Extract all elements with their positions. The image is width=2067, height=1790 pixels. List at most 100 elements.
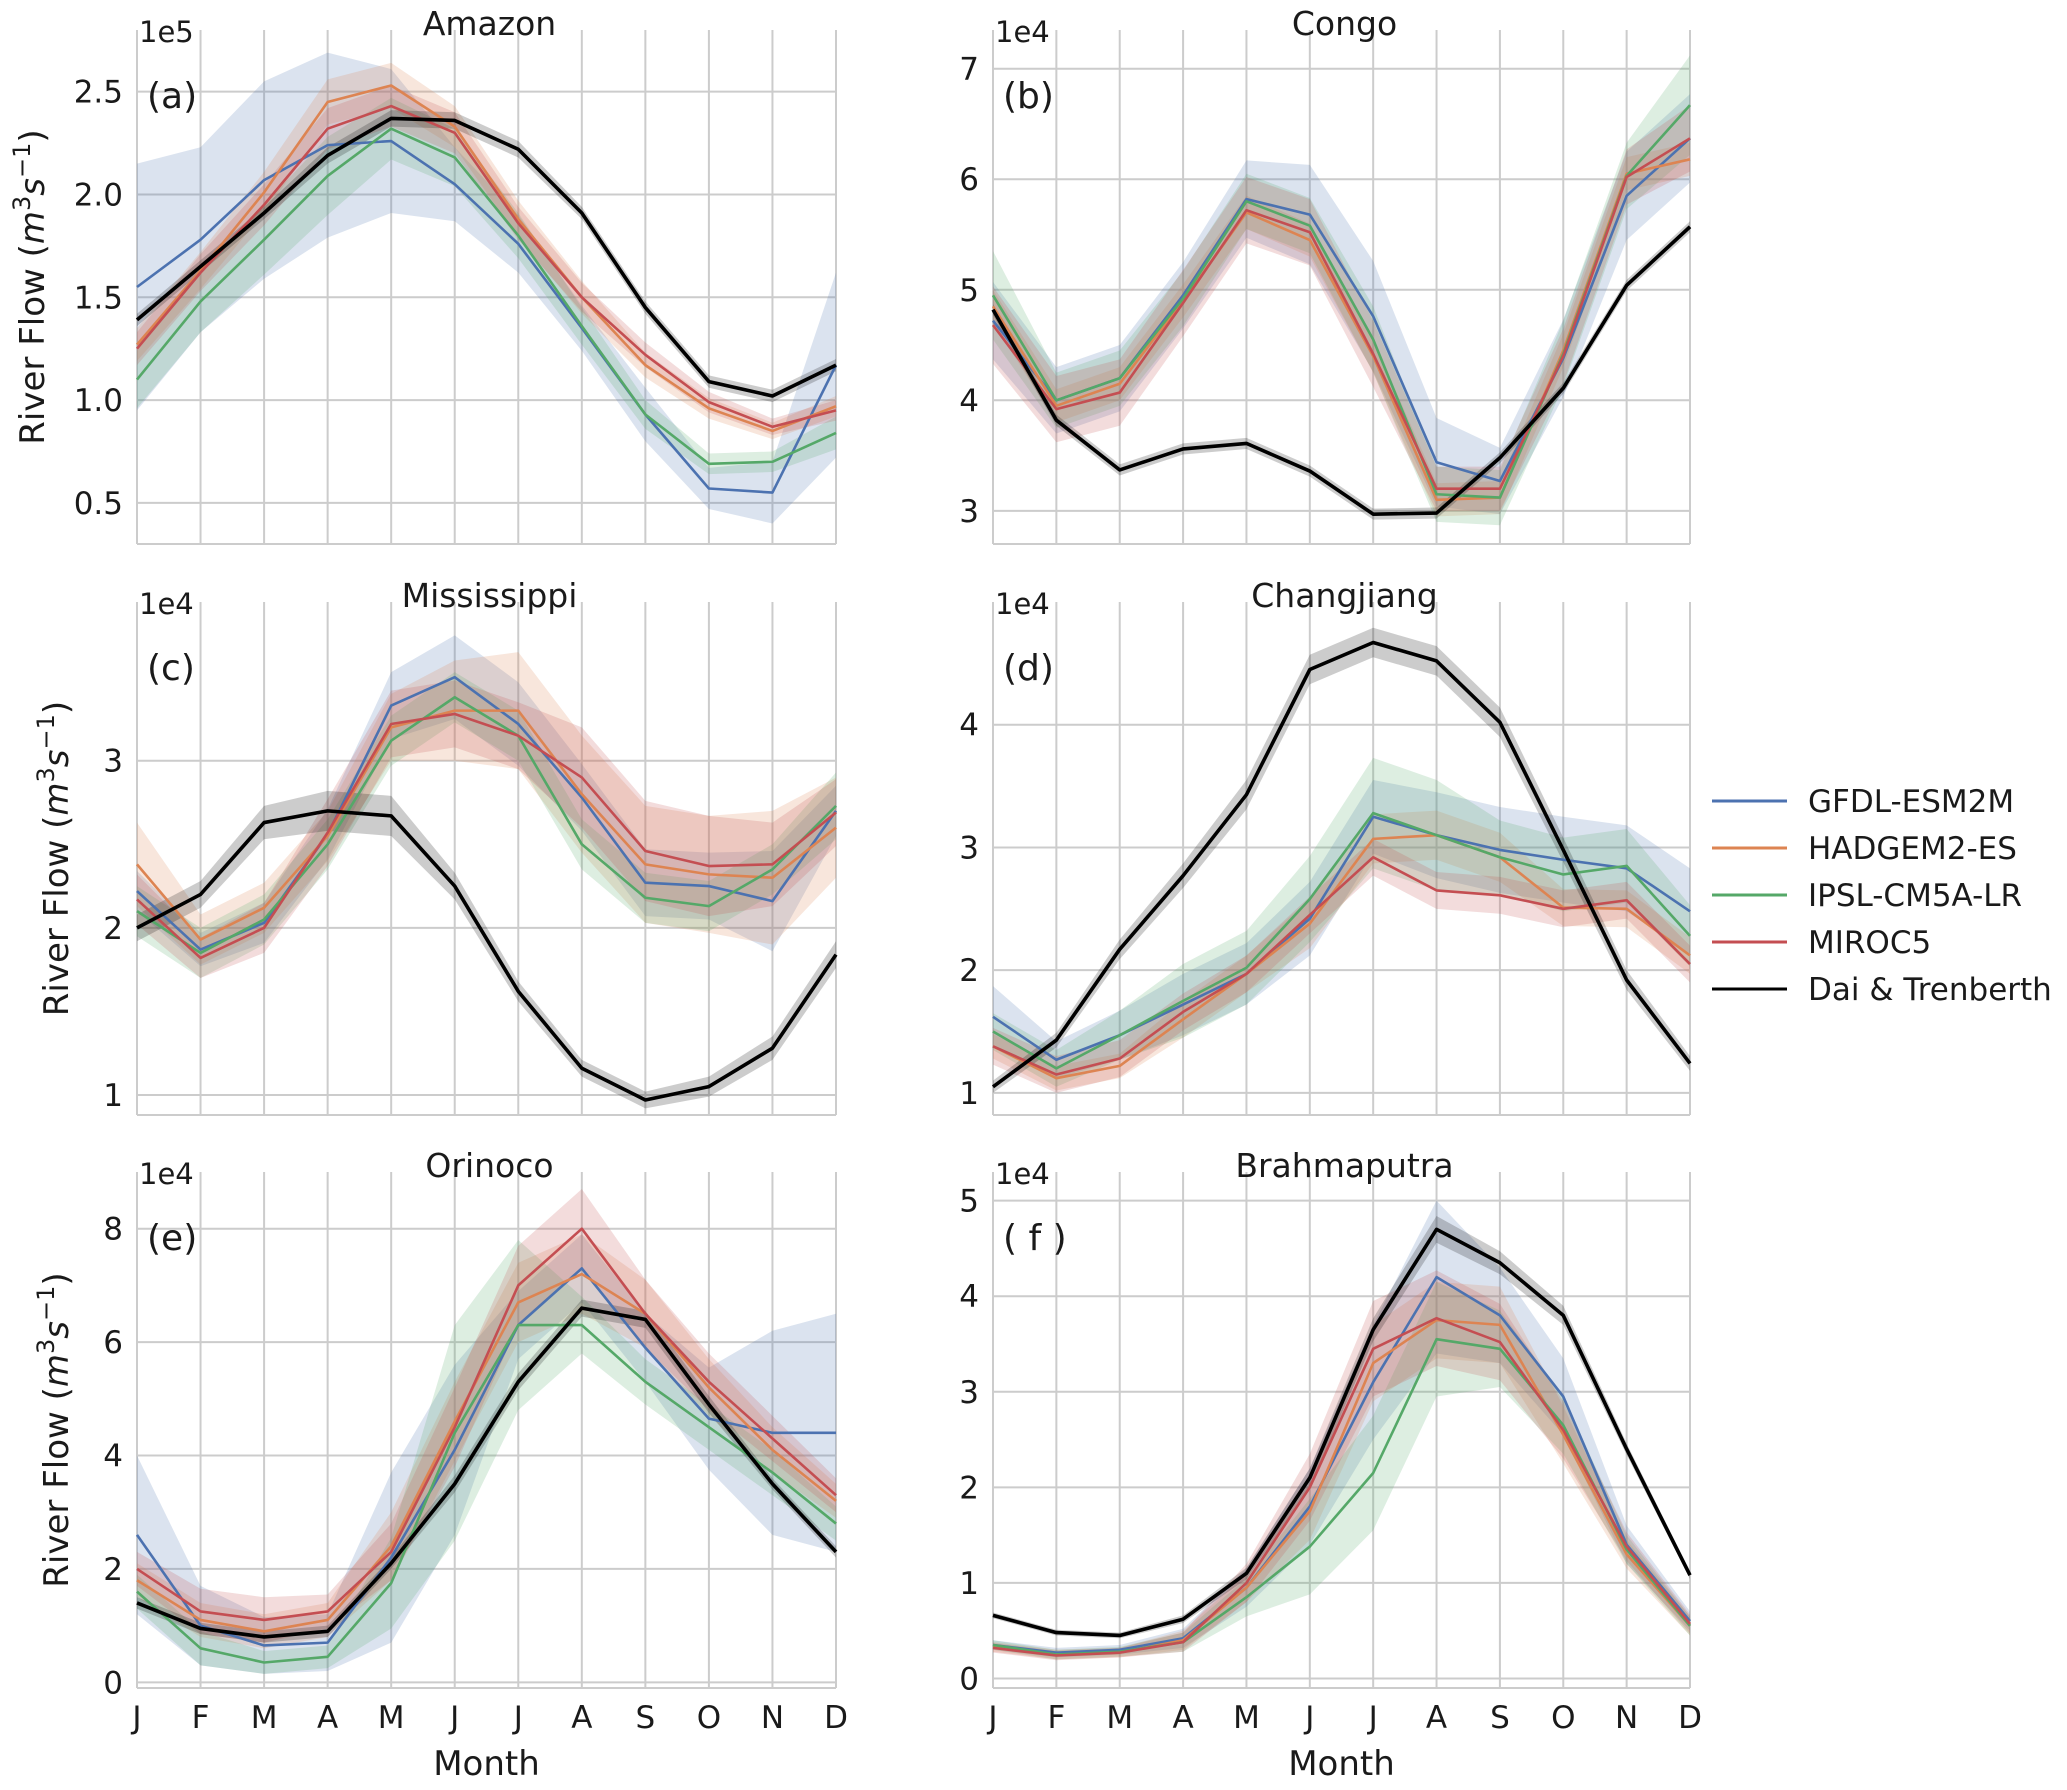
x-tick-label: M [251, 1700, 278, 1736]
y-tick-label: 0 [103, 1665, 123, 1701]
panel-changjiang: 1 2 3 4 Changjiang (d) 1e4 [959, 576, 1692, 1116]
panel-title: Mississippi [402, 576, 578, 615]
panel-mississippi: 1 2 3 Mississippi (c) 1e4 [103, 576, 838, 1116]
band-hadgem2-es [137, 652, 836, 965]
panel-letter: (c) [147, 648, 195, 689]
offset-label: 1e4 [995, 587, 1050, 621]
y-tick-label: 2.0 [74, 177, 123, 213]
y-tick-label: 4 [959, 708, 979, 744]
line-miroc5 [991, 137, 1691, 491]
x-tick-label: J [448, 1700, 459, 1736]
x-tick-label: A [317, 1700, 338, 1736]
band-miroc5 [137, 680, 836, 978]
y-tick-label: 2 [103, 1552, 123, 1588]
y-tick-label: 4 [103, 1439, 123, 1475]
x-tick-label: N [1615, 1700, 1638, 1736]
panel-brahmaputra: 0 1 2 3 4 5 Brahmaputra ( f ) 1e4 J F M A M J J A S O N D [959, 1146, 1702, 1736]
x-tick-label: F [1047, 1700, 1065, 1736]
band-ipsl-cm5a-lr [993, 757, 1690, 1087]
x-tick-label: M [378, 1700, 405, 1736]
panel-title: Orinoco [425, 1146, 553, 1185]
x-tick-label: J [986, 1700, 997, 1736]
x-tick-label: S [1490, 1700, 1510, 1736]
x-tick-label: J [130, 1700, 141, 1736]
x-tick-label: O [697, 1700, 721, 1736]
y-tick-label: 1.5 [74, 280, 123, 316]
y-tick-label: 3 [959, 1375, 979, 1411]
band-gfdl-esm2m [993, 1200, 1690, 1658]
y-tick-label: 3 [959, 830, 979, 866]
y-axis-label: River Flow (m3s−1) [8, 129, 53, 444]
y-tick-label: 8 [103, 1212, 123, 1248]
line-miroc5 [136, 1227, 837, 1622]
band-gfdl-esm2m [137, 1234, 836, 1674]
band-dai-trenberth [993, 627, 1690, 1093]
y-tick-label: 2 [103, 911, 123, 947]
line-dai-trenberth [992, 1227, 1692, 1638]
panel-title: Brahmaputra [1235, 1146, 1453, 1185]
band-gfdl-esm2m [993, 779, 1690, 1079]
offset-label: 1e4 [139, 587, 194, 621]
line-miroc5 [136, 104, 837, 429]
x-tick-label: A [1172, 1700, 1193, 1736]
band-miroc5 [993, 105, 1690, 511]
legend-label-ipsl-cm5a-lr: IPSL-CM5A-LR [1808, 878, 2022, 914]
panel-amazon: 0.5 1.0 1.5 2.0 2.5 Amazon (a) 1e5 [74, 4, 838, 545]
panel-letter: (e) [147, 1218, 197, 1259]
panel-letter: (a) [147, 76, 197, 117]
band-ipsl-cm5a-lr [137, 672, 836, 978]
offset-label: 1e4 [139, 1157, 194, 1191]
y-tick-label: 0.5 [74, 486, 123, 522]
y-axis-label: River Flow (m3s−1) [32, 1272, 77, 1587]
x-tick-label: A [1426, 1700, 1447, 1736]
panel-title: Congo [1292, 4, 1397, 43]
y-tick-label: 3 [103, 744, 123, 780]
legend-label-dai-trenberth: Dai & Trenberth [1808, 972, 2052, 1008]
line-dai-trenberth [136, 809, 838, 1102]
line-hadgem2-es [136, 84, 837, 433]
y-tick-label: 5 [959, 273, 979, 309]
line-dai-trenberth [991, 225, 1692, 516]
y-tick-label: 6 [103, 1325, 123, 1361]
y-tick-label: 2 [959, 953, 979, 989]
y-tick-label: 4 [959, 1279, 979, 1315]
y-tick-label: 1 [103, 1078, 123, 1114]
y-tick-label: 2.5 [74, 75, 123, 111]
line-ipsl-cm5a-lr [135, 127, 837, 466]
offset-label: 1e4 [995, 15, 1050, 49]
panel-letter: (b) [1003, 76, 1054, 117]
x-axis-label: Month [433, 1744, 540, 1784]
band-miroc5 [137, 1189, 836, 1643]
x-tick-label: M [1106, 1700, 1133, 1736]
line-gfdl-esm2m [136, 139, 838, 494]
y-tick-label: 1 [959, 1566, 979, 1602]
legend: GFDL-ESM2M HADGEM2-ES IPSL-CM5A-LR MIROC5 Da… [1712, 784, 2052, 1008]
line-miroc5 [136, 712, 837, 960]
line-hadgem2-es [136, 709, 837, 941]
panel-letter: ( f ) [1003, 1218, 1067, 1259]
x-tick-label: S [636, 1700, 656, 1736]
y-tick-label: 0 [959, 1661, 979, 1697]
x-tick-label: M [1233, 1700, 1260, 1736]
band-hadgem2-es [993, 1281, 1690, 1660]
x-tick-label: D [1678, 1700, 1702, 1736]
x-tick-label: O [1551, 1700, 1575, 1736]
band-dai-trenberth [137, 110, 836, 403]
legend-label-hadgem2-es: HADGEM2-ES [1808, 831, 2017, 867]
y-tick-label: 7 [959, 52, 979, 88]
x-tick-label: F [192, 1700, 210, 1736]
y-tick-label: 6 [959, 162, 979, 198]
panel-orinoco: 0 2 4 6 8 Orinoco (e) 1e4 J F M A M J J A S O N D [103, 1146, 848, 1736]
chart-panels: 0.5 1.0 1.5 2.0 2.5 Amazon (a) 1e5 3 4 5 6 7 Congo (b)… [74, 4, 1702, 1736]
y-axis-label: River Flow (m3s−1) [32, 701, 77, 1016]
line-dai-trenberth [991, 640, 1692, 1089]
x-axis-label: Month [1288, 1744, 1395, 1784]
line-hadgem2-es [136, 1272, 837, 1633]
panel-title: Amazon [423, 4, 556, 43]
axis-labels: Month Month River Flow (m3s−1) River Flow (… [8, 129, 1395, 1784]
offset-label: 1e4 [995, 1157, 1050, 1191]
panel-title: Changjiang [1251, 576, 1437, 615]
line-miroc5 [992, 1316, 1692, 1657]
offset-label: 1e5 [139, 15, 194, 49]
line-gfdl-esm2m [992, 1275, 1692, 1654]
